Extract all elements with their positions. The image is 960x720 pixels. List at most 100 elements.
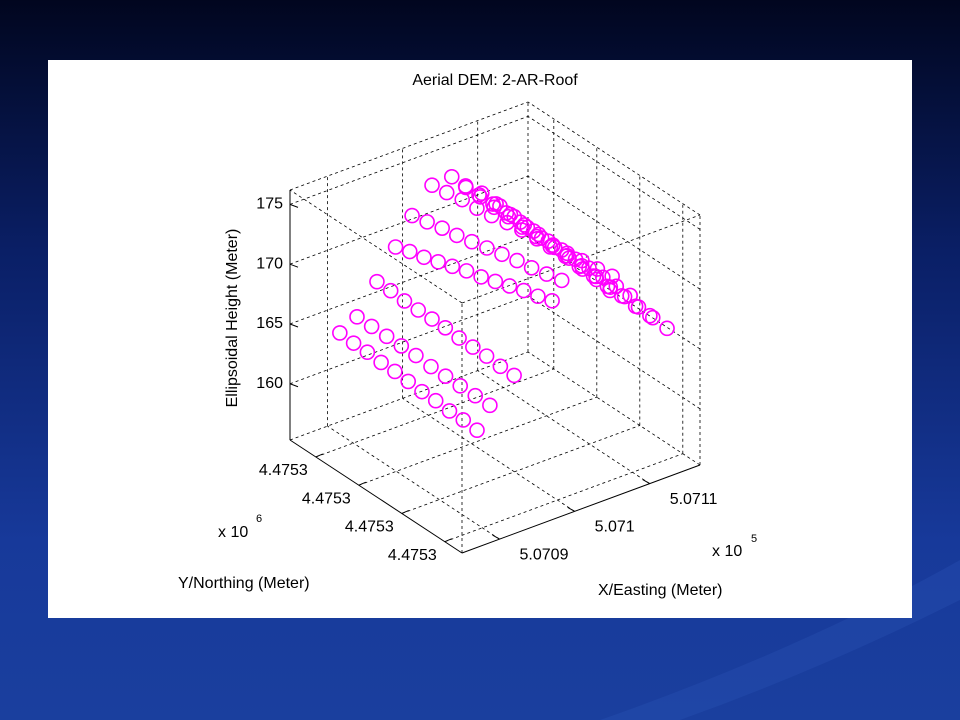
- data-point: [369, 273, 385, 290]
- data-point: [437, 368, 454, 385]
- grid-line: [327, 425, 500, 540]
- data-point: [616, 288, 633, 305]
- data-point: [419, 214, 435, 230]
- data-point: [544, 292, 560, 309]
- data-point: [382, 282, 399, 299]
- data-point: [441, 403, 458, 419]
- x-multiplier-base: x 10: [712, 543, 742, 560]
- z-tick-label: 170: [256, 255, 283, 272]
- data-point: [595, 269, 611, 286]
- data-point: [473, 269, 489, 285]
- data-point: [434, 220, 450, 236]
- y-axis: [289, 439, 463, 554]
- data-point: [471, 187, 487, 203]
- data-point: [533, 230, 550, 246]
- data-point: [473, 185, 490, 202]
- z-tick-label: 175: [256, 196, 283, 213]
- data-point: [378, 328, 395, 345]
- data-point: [514, 219, 531, 235]
- data-point: [482, 397, 498, 414]
- data-point: [530, 226, 547, 243]
- z-tick: [289, 203, 299, 208]
- data-point: [424, 177, 440, 194]
- data-point: [488, 196, 504, 212]
- data-point: [542, 239, 559, 255]
- data-point: [538, 266, 555, 282]
- data-point: [345, 335, 362, 351]
- x-tick-label: 5.071: [595, 519, 635, 536]
- x-tick: [567, 506, 575, 512]
- y-multiplier-exponent: 6: [256, 513, 262, 525]
- data-point: [559, 247, 575, 264]
- data-point: [588, 271, 605, 288]
- data-point: [487, 273, 504, 290]
- grid-line: [527, 295, 701, 410]
- y-tick: [444, 538, 452, 543]
- x-tick: [642, 479, 650, 485]
- data-point: [424, 311, 440, 327]
- grid-line: [289, 295, 529, 385]
- data-point: [502, 206, 519, 223]
- data-point: [455, 412, 472, 428]
- data-point: [438, 184, 455, 201]
- data-point: [452, 378, 469, 394]
- data-point: [500, 208, 517, 225]
- data-point: [408, 347, 424, 364]
- data-point: [464, 233, 480, 250]
- z-tick-label: 160: [256, 375, 283, 392]
- grid-line: [444, 453, 683, 543]
- grid-line: [289, 115, 529, 205]
- data-point: [332, 325, 348, 341]
- data-point: [530, 288, 546, 305]
- data-point: [506, 208, 523, 225]
- data-point: [414, 383, 430, 400]
- data-point: [410, 302, 427, 318]
- data-point: [519, 219, 536, 236]
- data-point: [467, 387, 484, 404]
- z-tick: [289, 323, 299, 328]
- y-axis-label: Y/Northing (Meter): [178, 575, 310, 592]
- box-edge: [289, 351, 529, 441]
- x-tick-label: 5.0711: [670, 491, 718, 508]
- x-axis-label: X/Easting (Meter): [598, 582, 722, 599]
- box-edge: [527, 101, 701, 216]
- data-point: [478, 348, 495, 364]
- figure-panel: [48, 60, 912, 618]
- data-point: [393, 338, 410, 354]
- x-tick: [492, 534, 500, 540]
- chart-title: Aerial DEM: 2-AR-Roof: [412, 72, 578, 89]
- data-point: [479, 240, 495, 256]
- data-point: [443, 168, 460, 185]
- y-tick-label: 4.4753: [302, 490, 351, 507]
- data-point: [630, 299, 647, 315]
- data-point: [553, 272, 570, 289]
- data-point: [430, 254, 446, 270]
- data-point: [363, 318, 380, 335]
- y-tick: [315, 453, 323, 458]
- data-point: [501, 278, 518, 294]
- data-point: [465, 339, 481, 355]
- data-point: [659, 320, 675, 337]
- data-point: [574, 261, 591, 277]
- data-point: [423, 358, 439, 375]
- y-multiplier-base: x 10: [218, 524, 248, 541]
- data-point: [404, 207, 420, 224]
- data-point: [486, 199, 502, 216]
- data-point: [448, 227, 465, 244]
- data-point: [516, 217, 533, 233]
- grid-line: [402, 398, 575, 512]
- y-tick-label: 4.4753: [259, 462, 308, 479]
- data-point: [359, 344, 376, 361]
- data-point: [492, 358, 509, 375]
- data-point: [642, 307, 658, 324]
- data-point: [509, 252, 525, 269]
- data-point: [469, 422, 485, 439]
- grid-line: [289, 235, 529, 325]
- box-edge: [527, 351, 701, 466]
- z-tick: [289, 383, 299, 388]
- data-point: [644, 309, 661, 326]
- x-axis: [461, 464, 701, 554]
- y-tick: [358, 481, 366, 486]
- y-tick-label: 4.4753: [388, 547, 437, 564]
